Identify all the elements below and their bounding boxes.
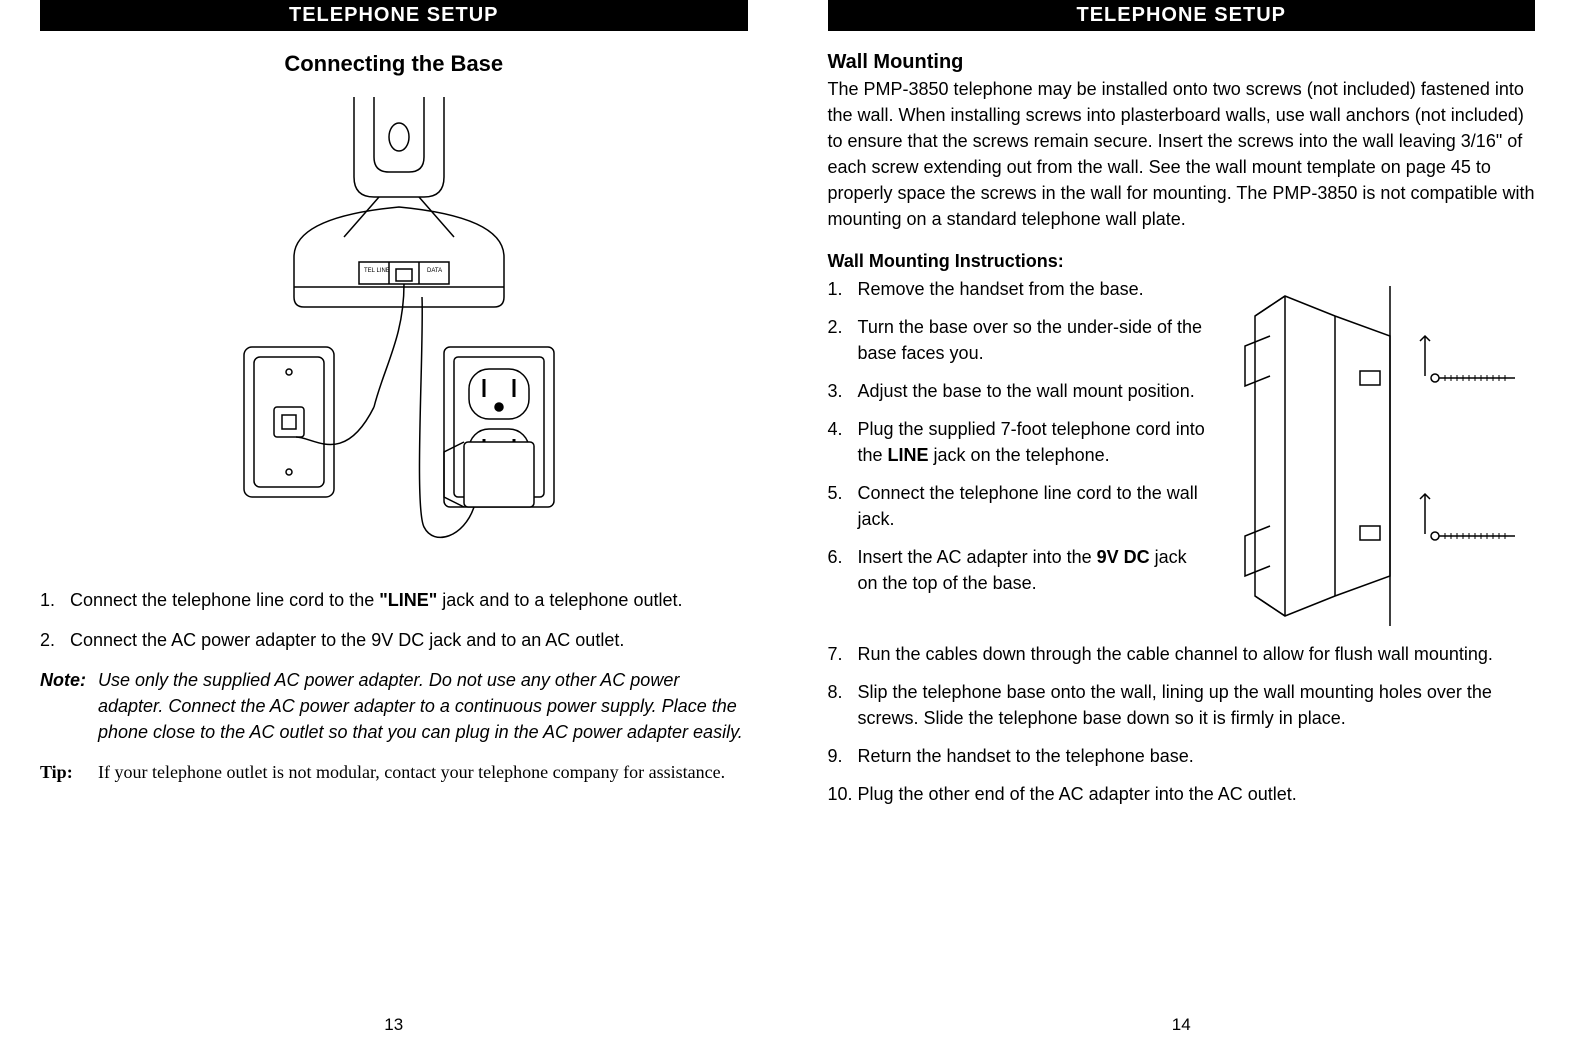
left-steps-list: 1. Connect the telephone line cord to the… bbox=[40, 587, 748, 653]
wall-mount-diagram bbox=[1215, 276, 1535, 641]
wall-mounting-body: The PMP-3850 telephone may be installed … bbox=[828, 76, 1536, 233]
left-page: TELEPHONE SETUP Connecting the Base TEL … bbox=[0, 0, 788, 1047]
left-step: 1. Connect the telephone line cord to the… bbox=[40, 587, 748, 613]
right-page: TELEPHONE SETUP Wall Mounting The PMP-38… bbox=[788, 0, 1575, 1047]
right-header-bar: TELEPHONE SETUP bbox=[828, 0, 1536, 31]
wall-steps-top-col: 1. Remove the handset from the base. 2. Tur… bbox=[828, 276, 1206, 641]
left-header-bar: TELEPHONE SETUP bbox=[40, 0, 748, 31]
step-text: Remove the handset from the base. bbox=[858, 279, 1144, 299]
wall-bottom-step: 9. Return the handset to the telephone ba… bbox=[828, 743, 1536, 769]
wall-mount-svg bbox=[1215, 276, 1535, 636]
left-step: 2. Connect the AC power adapter to the 9V… bbox=[40, 627, 748, 653]
tip-label: Tip: bbox=[40, 759, 98, 785]
step-number: 10. bbox=[828, 781, 853, 807]
step-number: 9. bbox=[828, 743, 843, 769]
wall-bottom-step: 7. Run the cables down through the cable … bbox=[828, 641, 1536, 667]
svg-text:TEL LINE: TEL LINE bbox=[364, 268, 390, 274]
step-text: Connect the AC power adapter to the 9V D… bbox=[70, 630, 624, 650]
step-text: Connect the telephone line cord to the "… bbox=[70, 590, 682, 610]
step-text: Slip the telephone base onto the wall, l… bbox=[858, 682, 1492, 728]
step-number: 4. bbox=[828, 416, 843, 442]
connecting-base-diagram: TEL LINE DATA bbox=[164, 87, 624, 567]
step-number: 6. bbox=[828, 544, 843, 570]
step-number: 1. bbox=[828, 276, 843, 302]
step-text: Plug the other end of the AC adapter int… bbox=[858, 784, 1297, 804]
step-number: 1. bbox=[40, 587, 55, 613]
wall-steps-bottom-list: 7. Run the cables down through the cable … bbox=[828, 641, 1536, 807]
step-number: 3. bbox=[828, 378, 843, 404]
wall-top-step: 6. Insert the AC adapter into the 9V DC j… bbox=[828, 544, 1206, 596]
step-number: 7. bbox=[828, 641, 843, 667]
step-text: Adjust the base to the wall mount positi… bbox=[858, 381, 1195, 401]
note-block: Note: Use only the supplied AC power ada… bbox=[40, 667, 748, 745]
tip-block: Tip: If your telephone outlet is not mod… bbox=[40, 759, 748, 785]
step-number: 2. bbox=[40, 627, 55, 653]
wall-bottom-step: 10.Plug the other end of the AC adapter … bbox=[828, 781, 1536, 807]
tip-text: If your telephone outlet is not modular,… bbox=[98, 759, 748, 785]
note-label: Note: bbox=[40, 667, 98, 745]
note-text: Use only the supplied AC power adapter. … bbox=[98, 667, 748, 745]
wall-top-step: 3. Adjust the base to the wall mount posi… bbox=[828, 378, 1206, 404]
step-text: Connect the telephone line cord to the w… bbox=[858, 483, 1198, 529]
step-text: Plug the supplied 7-foot telephone cord … bbox=[858, 419, 1205, 465]
wall-top-step: 4. Plug the supplied 7-foot telephone cor… bbox=[828, 416, 1206, 468]
step-number: 2. bbox=[828, 314, 843, 340]
step-number: 8. bbox=[828, 679, 843, 705]
wall-bottom-step: 8. Slip the telephone base onto the wall,… bbox=[828, 679, 1536, 731]
left-subtitle: Connecting the Base bbox=[40, 51, 748, 77]
right-page-number: 14 bbox=[788, 1015, 1575, 1035]
base-connection-svg: TEL LINE DATA bbox=[164, 87, 624, 567]
left-page-number: 13 bbox=[0, 1015, 788, 1035]
step-text: Return the handset to the telephone base… bbox=[858, 746, 1194, 766]
wall-instructions-heading: Wall Mounting Instructions: bbox=[828, 251, 1536, 272]
svg-text:DATA: DATA bbox=[427, 268, 442, 274]
wall-top-step: 1. Remove the handset from the base. bbox=[828, 276, 1206, 302]
step-number: 5. bbox=[828, 480, 843, 506]
wall-top-step: 2. Turn the base over so the under-side o… bbox=[828, 314, 1206, 366]
wall-top-step: 5. Connect the telephone line cord to the… bbox=[828, 480, 1206, 532]
step-text: Insert the AC adapter into the 9V DC jac… bbox=[858, 547, 1187, 593]
step-text: Turn the base over so the under-side of … bbox=[858, 317, 1203, 363]
wall-layout-row: 1. Remove the handset from the base. 2. Tur… bbox=[828, 276, 1536, 641]
wall-mounting-heading: Wall Mounting bbox=[828, 51, 1536, 74]
step-text: Run the cables down through the cable ch… bbox=[858, 644, 1493, 664]
